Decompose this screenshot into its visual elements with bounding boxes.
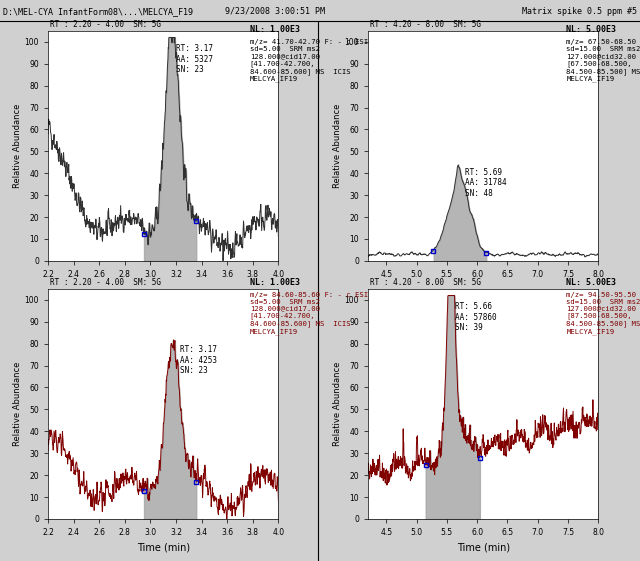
Text: RT : 2.20 - 4.00  SM: 5G: RT : 2.20 - 4.00 SM: 5G bbox=[51, 20, 161, 29]
Text: m/z= 94.50-95.50 F: + c ESI
sd=15.00  SRM ms2
127.000@cid32.00
[87.500-68.500,
8: m/z= 94.50-95.50 F: + c ESI sd=15.00 SRM… bbox=[566, 292, 640, 335]
Text: NL: 1.00E3: NL: 1.00E3 bbox=[250, 278, 300, 287]
Text: RT : 2.20 - 4.00  SM: 5G: RT : 2.20 - 4.00 SM: 5G bbox=[51, 278, 161, 287]
Text: RT : 4.20 - 8.00  SM: 5G: RT : 4.20 - 8.00 SM: 5G bbox=[371, 20, 481, 29]
Text: RT: 5.69
AA: 31784
SN: 48: RT: 5.69 AA: 31784 SN: 48 bbox=[465, 168, 507, 197]
Text: m/z= 84.60-85.60 F: - c ESI
sd=5.00  SRM ms2
128.000@cid17.00
[41.700-42.700,
84: m/z= 84.60-85.60 F: - c ESI sd=5.00 SRM … bbox=[250, 292, 368, 335]
Text: m/z= 41.70-42.70 F: - c ESI
sd=5.00  SRM ms2
128.000@cid17.00
[41.700-42.700,
84: m/z= 41.70-42.70 F: - c ESI sd=5.00 SRM … bbox=[250, 39, 368, 82]
Text: D:\MEL-CYA InfantForm08\...\MELCYA_F19: D:\MEL-CYA InfantForm08\...\MELCYA_F19 bbox=[3, 7, 193, 16]
Text: m/z= 67.50-68.50 F: + c ESI
sd=15.00  SRM ms2
127.000@cid32.00
[67.500-68.500,
8: m/z= 67.50-68.50 F: + c ESI sd=15.00 SRM… bbox=[566, 39, 640, 82]
Text: NL: 5.00E3: NL: 5.00E3 bbox=[566, 25, 616, 34]
Text: Matrix spike 0.5 ppm #5: Matrix spike 0.5 ppm #5 bbox=[522, 7, 637, 16]
X-axis label: Time (min): Time (min) bbox=[456, 542, 510, 553]
Y-axis label: Relative Abundance: Relative Abundance bbox=[13, 104, 22, 188]
Text: NL: 5.00E3: NL: 5.00E3 bbox=[566, 278, 616, 287]
Text: RT: 3.17
AA: 5327
SN: 23: RT: 3.17 AA: 5327 SN: 23 bbox=[176, 44, 213, 74]
Text: RT: 3.17
AA: 4253
SN: 23: RT: 3.17 AA: 4253 SN: 23 bbox=[180, 346, 218, 375]
Y-axis label: Relative Abundance: Relative Abundance bbox=[333, 362, 342, 446]
X-axis label: Time (min): Time (min) bbox=[136, 542, 190, 553]
Y-axis label: Relative Abundance: Relative Abundance bbox=[333, 104, 342, 188]
Text: RT : 4.20 - 8.00  SM: 5G: RT : 4.20 - 8.00 SM: 5G bbox=[371, 278, 481, 287]
Text: NL: 1.00E3: NL: 1.00E3 bbox=[250, 25, 300, 34]
Y-axis label: Relative Abundance: Relative Abundance bbox=[13, 362, 22, 446]
Text: RT: 5.66
AA: 57860
SN: 39: RT: 5.66 AA: 57860 SN: 39 bbox=[455, 302, 497, 332]
Text: 9/23/2008 3:00:51 PM: 9/23/2008 3:00:51 PM bbox=[225, 7, 325, 16]
